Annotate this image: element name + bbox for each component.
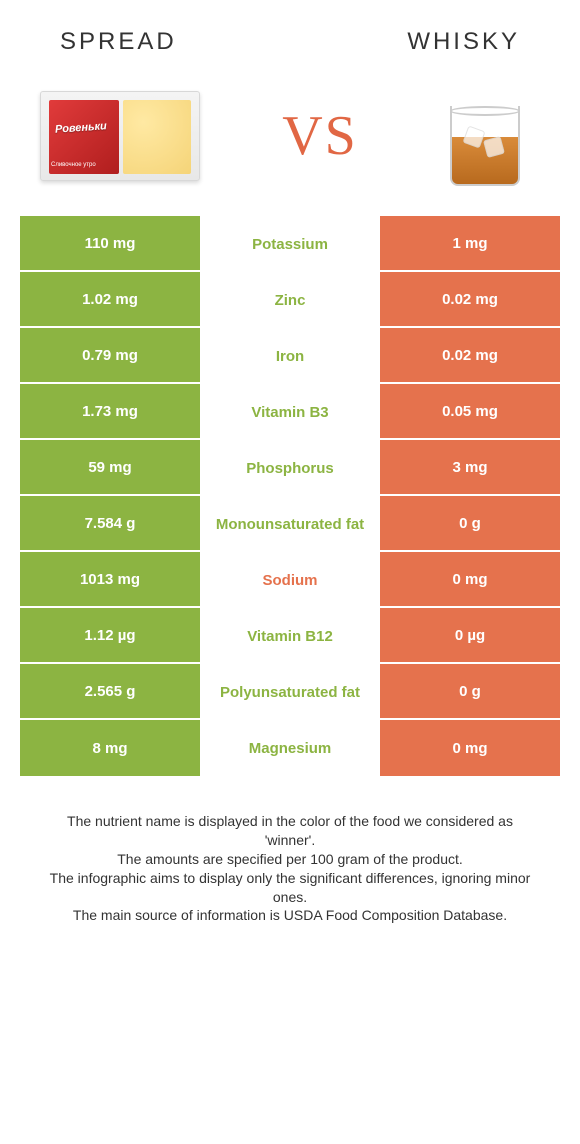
footnote-line: The amounts are specified per 100 gram o… [40,850,540,869]
footnote-line: The nutrient name is displayed in the co… [40,812,540,850]
product-image-spread: Ровеньки Сливочное утро [40,91,200,181]
table-row: 2.565 gPolyunsaturated fat0 g [20,664,560,720]
product-image-whisky [440,86,530,186]
value-left: 1.02 mg [20,272,200,328]
title-right: WHISKY [407,28,520,56]
nutrient-name: Magnesium [200,720,380,776]
value-right: 0.05 mg [380,384,560,440]
value-left: 0.79 mg [20,328,200,384]
vs-label: VS [282,104,358,168]
value-right: 0 µg [380,608,560,664]
nutrient-name: Zinc [200,272,380,328]
vs-row: Ровеньки Сливочное утро VS [0,66,580,216]
nutrient-name: Vitamin B12 [200,608,380,664]
nutrient-name: Iron [200,328,380,384]
brand-text: Ровеньки [55,120,108,136]
value-left: 8 mg [20,720,200,776]
table-row: 1.12 µgVitamin B120 µg [20,608,560,664]
value-left: 1.73 mg [20,384,200,440]
value-left: 2.565 g [20,664,200,720]
header: SPREAD WHISKY [0,0,580,66]
nutrient-name: Phosphorus [200,440,380,496]
value-right: 0.02 mg [380,272,560,328]
brand-subtext: Сливочное утро [51,162,96,168]
value-right: 0 g [380,496,560,552]
value-right: 1 mg [380,216,560,272]
value-right: 0 mg [380,720,560,776]
footnotes: The nutrient name is displayed in the co… [0,812,580,925]
table-row: 0.79 mgIron0.02 mg [20,328,560,384]
value-left: 7.584 g [20,496,200,552]
value-right: 0 g [380,664,560,720]
table-row: 1.73 mgVitamin B30.05 mg [20,384,560,440]
table-row: 1013 mgSodium0 mg [20,552,560,608]
nutrient-name: Polyunsaturated fat [200,664,380,720]
nutrient-name: Sodium [200,552,380,608]
table-row: 59 mgPhosphorus3 mg [20,440,560,496]
footnote-line: The main source of information is USDA F… [40,906,540,925]
value-left: 110 mg [20,216,200,272]
value-left: 1.12 µg [20,608,200,664]
nutrient-name: Monounsaturated fat [200,496,380,552]
value-right: 0.02 mg [380,328,560,384]
title-left: SPREAD [60,28,177,56]
value-right: 3 mg [380,440,560,496]
table-row: 110 mgPotassium1 mg [20,216,560,272]
table-row: 7.584 gMonounsaturated fat0 g [20,496,560,552]
table-row: 1.02 mgZinc0.02 mg [20,272,560,328]
footnote-line: The infographic aims to display only the… [40,869,540,907]
nutrient-table: 110 mgPotassium1 mg1.02 mgZinc0.02 mg0.7… [20,216,560,776]
value-left: 1013 mg [20,552,200,608]
nutrient-name: Vitamin B3 [200,384,380,440]
table-row: 8 mgMagnesium0 mg [20,720,560,776]
nutrient-name: Potassium [200,216,380,272]
value-right: 0 mg [380,552,560,608]
value-left: 59 mg [20,440,200,496]
